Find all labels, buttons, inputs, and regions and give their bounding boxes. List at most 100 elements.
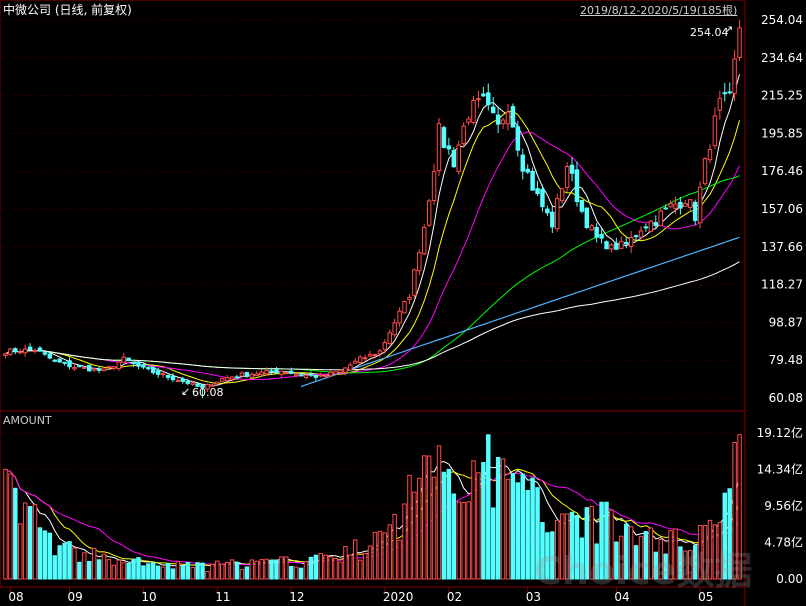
volume-bar (116, 559, 122, 580)
volume-bar (535, 487, 540, 580)
candle-body (362, 357, 368, 360)
ma10-line (5, 110, 740, 384)
volume-bar (229, 559, 235, 580)
volume-bar (313, 554, 319, 580)
candle-body (382, 341, 388, 350)
volume-bar (348, 554, 353, 580)
volume-bar (18, 523, 23, 580)
candle-body (106, 366, 112, 369)
candle-body (146, 367, 151, 370)
candle-body (559, 188, 565, 202)
volume-bar (673, 528, 678, 580)
volume-bar (57, 545, 62, 580)
candle-body (195, 383, 200, 387)
volume-bar (579, 537, 585, 580)
candle-body (476, 98, 481, 101)
candlestick-series (3, 20, 742, 398)
candle-body (190, 382, 195, 385)
candle-body (550, 211, 555, 228)
volume-bar (683, 550, 688, 580)
volume-tick-label: 4.78亿 (764, 535, 803, 550)
candle-body (648, 220, 654, 232)
candle-body (210, 384, 215, 387)
volume-bar (293, 566, 299, 580)
volume-bar (254, 560, 259, 580)
candle-body (392, 322, 397, 336)
candle-body (313, 375, 319, 378)
candle-body (269, 370, 274, 373)
candle-body (52, 359, 57, 362)
candle-body (584, 207, 590, 228)
price-tick-label: 157.06 (761, 202, 803, 216)
volume-bar (540, 522, 545, 580)
volume-bar (32, 504, 38, 580)
price-tick-label: 98.87 (769, 315, 803, 329)
volume-bar (180, 565, 186, 580)
candle-body (426, 200, 432, 226)
volume-bar (431, 476, 437, 580)
candle-body (244, 372, 250, 377)
volume-bar (382, 532, 388, 580)
candle-body (707, 149, 713, 161)
volume-bar (27, 506, 33, 580)
volume-bar (259, 559, 264, 580)
date-tick-label: 11 (215, 590, 230, 604)
candle-body (579, 199, 585, 212)
candle-body (8, 348, 13, 355)
chart-title: 中微公司 (日线, 前复权) (3, 3, 132, 17)
candle-body (663, 207, 668, 210)
volume-bar (82, 552, 87, 580)
candle-body (431, 171, 437, 202)
candle-body (220, 377, 225, 382)
ma250-line (300, 236, 740, 388)
candle-body (185, 381, 190, 384)
volume-bar (569, 511, 575, 580)
low-price-label: 60.08 (192, 386, 224, 399)
volume-average-lines (5, 460, 740, 567)
volume-bar (481, 462, 486, 580)
volume-bar (564, 513, 570, 580)
volume-bar (515, 482, 521, 580)
volume-bar (520, 473, 525, 580)
date-range-label: 2019/8/12-2020/5/19(185根) (580, 4, 738, 17)
volume-bar (195, 562, 200, 580)
candle-body (638, 230, 644, 238)
volume-bar (737, 434, 742, 580)
volume-bar-series (3, 434, 742, 580)
candle-body (540, 188, 545, 208)
volume-bar (357, 559, 363, 580)
volume-bar (589, 505, 594, 580)
volume-bar (619, 535, 624, 580)
volume-tick-label: 9.56亿 (764, 498, 803, 513)
candle-body (254, 373, 259, 376)
volume-bar (717, 522, 723, 580)
volume-bar (402, 503, 407, 580)
price-tick-label: 234.64 (761, 51, 803, 65)
volume-bar (67, 541, 72, 580)
volume-bar (623, 523, 629, 580)
volume-bar (722, 492, 727, 580)
candle-body (116, 361, 122, 370)
candle-body (27, 346, 33, 351)
volume-bar (91, 547, 97, 580)
volume-bar (525, 489, 530, 580)
volume-bar (530, 477, 535, 580)
volume-bar (446, 468, 452, 580)
ma120-line (5, 261, 740, 371)
candle-body (101, 368, 107, 372)
volume-bar (338, 561, 343, 580)
volume-bar (392, 513, 397, 580)
volume-bar (298, 567, 304, 580)
candle-body (402, 301, 407, 314)
candle-body (530, 170, 535, 191)
candle-body (67, 360, 72, 368)
volume-bar (323, 554, 328, 580)
candle-body (717, 97, 723, 111)
volume-bar (303, 561, 309, 580)
candle-body (224, 377, 230, 381)
volume-bar (165, 562, 171, 580)
volume-bar (490, 507, 496, 580)
candle-body (215, 381, 220, 385)
volume-bar (584, 507, 590, 580)
